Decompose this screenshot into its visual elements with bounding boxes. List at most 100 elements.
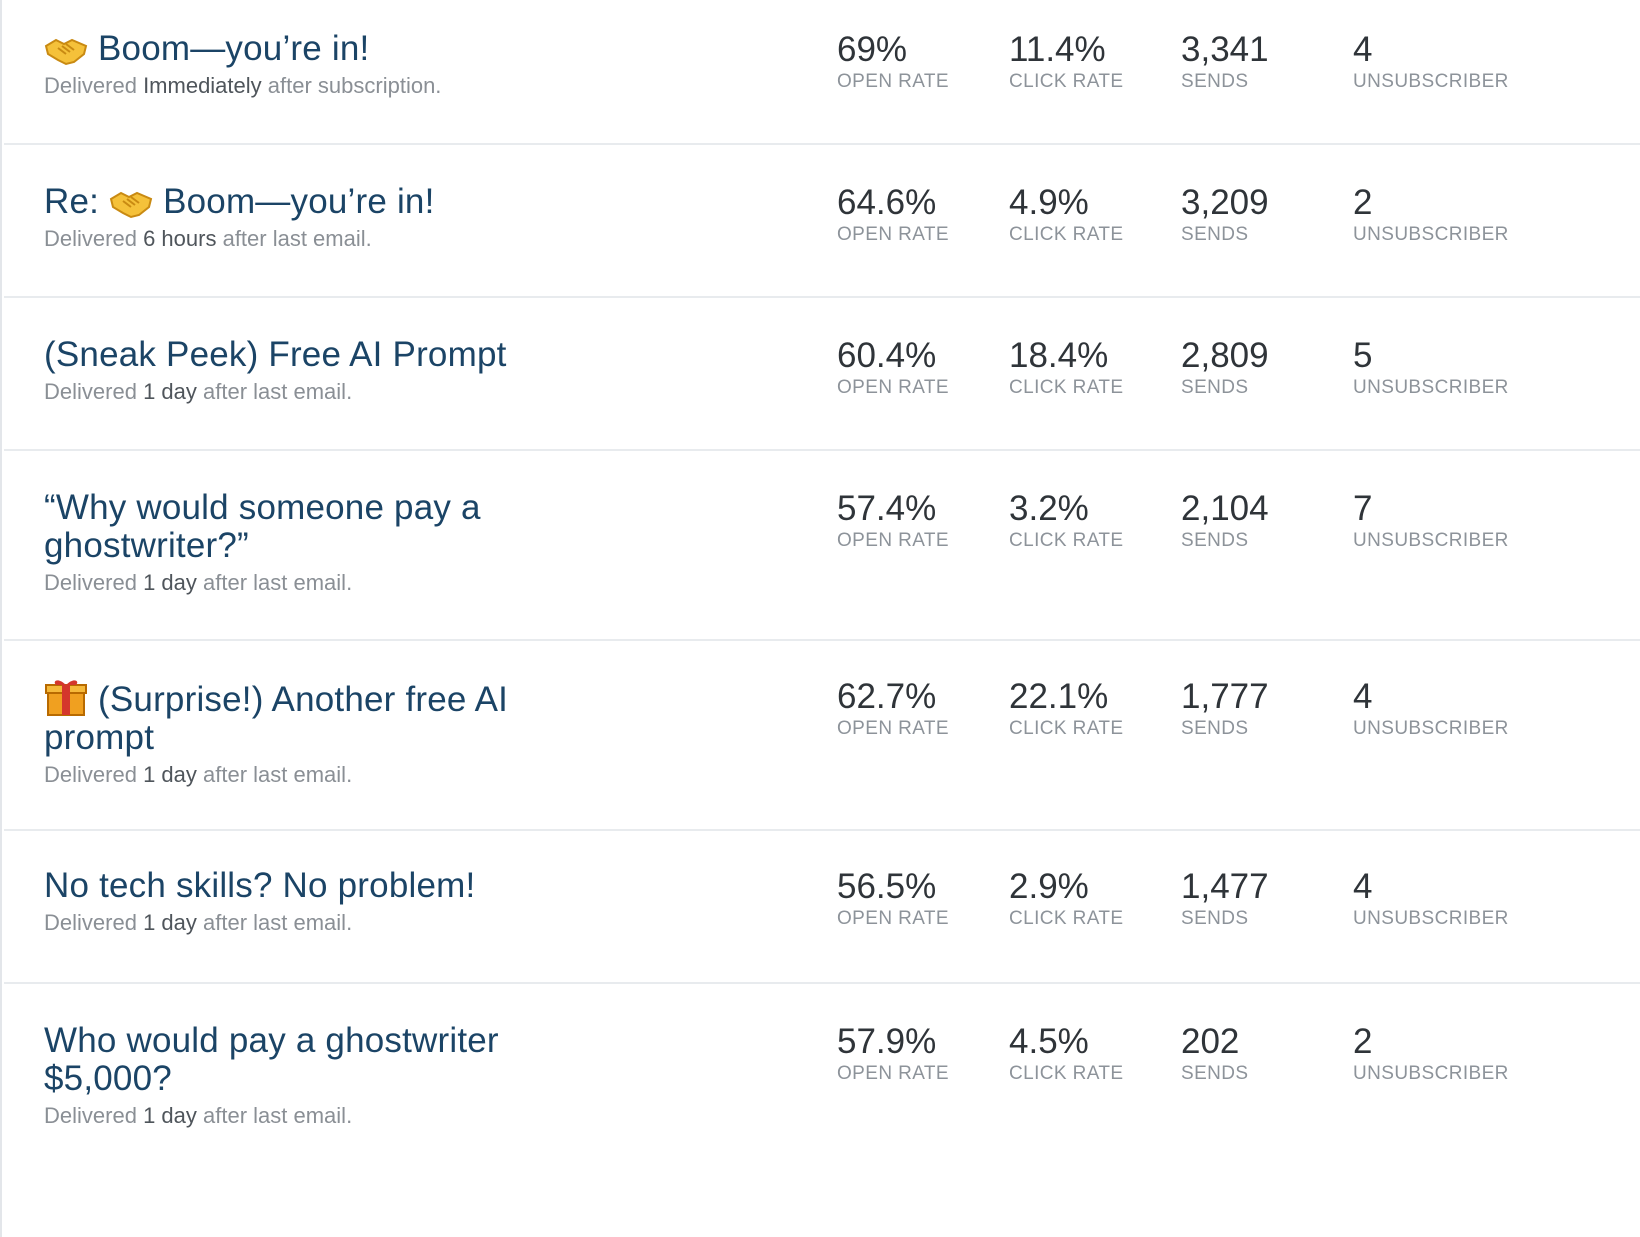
email-title[interactable]: Boom—you’re in!: [44, 30, 584, 68]
unsubscribers-label: UNSUBSCRIBERS: [1353, 71, 1508, 92]
open-rate-value: 64.6%: [837, 183, 937, 222]
sends-stat: 202 SENDS: [1181, 1022, 1331, 1086]
sends-stat: 2,104 SENDS: [1181, 489, 1331, 553]
click-rate-stat: 11.4% CLICK RATE: [1009, 30, 1159, 94]
unsubscribers-value: 2: [1353, 183, 1373, 222]
email-title[interactable]: (Surprise!) Another free AI prompt: [44, 677, 584, 757]
email-row[interactable]: (Surprise!) Another free AI prompt Deliv…: [4, 641, 1640, 831]
open-rate-value: 56.5%: [837, 867, 937, 906]
open-rate-stat: 56.5% OPEN RATE: [837, 867, 987, 931]
click-rate-label: CLICK RATE: [1009, 530, 1124, 551]
email-info: (Surprise!) Another free AI prompt Deliv…: [44, 677, 584, 789]
sends-value: 1,477: [1181, 867, 1269, 906]
delivery-schedule: Delivered Immediately after subscription…: [44, 73, 442, 98]
email-title[interactable]: “Why would someone pay a ghostwriter?”: [44, 488, 481, 565]
click-rate-label: CLICK RATE: [1009, 908, 1124, 929]
email-row[interactable]: No tech skills? No problem! Delivered 1 …: [4, 831, 1640, 984]
handshake-icon: [44, 36, 88, 66]
sends-label: SENDS: [1181, 718, 1249, 739]
open-rate-stat: 64.6% OPEN RATE: [837, 183, 987, 247]
open-rate-label: OPEN RATE: [837, 718, 949, 739]
open-rate-value: 69%: [837, 30, 908, 69]
delivery-schedule: Delivered 1 day after last email.: [44, 910, 353, 935]
delivery-schedule: Delivered 1 day after last email.: [44, 570, 353, 595]
email-title[interactable]: (Sneak Peek) Free AI Prompt: [44, 335, 507, 374]
click-rate-value: 4.5%: [1009, 1022, 1089, 1061]
click-rate-value: 2.9%: [1009, 867, 1089, 906]
sends-value: 3,341: [1181, 30, 1269, 69]
unsubscribers-label: UNSUBSCRIBERS: [1353, 224, 1508, 245]
open-rate-label: OPEN RATE: [837, 71, 949, 92]
unsubscribers-value: 4: [1353, 677, 1373, 716]
unsubscribers-stat: 2 UNSUBSCRIBERS: [1353, 183, 1508, 247]
open-rate-value: 60.4%: [837, 336, 937, 375]
open-rate-label: OPEN RATE: [837, 1063, 949, 1084]
sends-stat: 2,809 SENDS: [1181, 336, 1331, 400]
click-rate-label: CLICK RATE: [1009, 377, 1124, 398]
unsubscribers-label: UNSUBSCRIBERS: [1353, 530, 1508, 551]
click-rate-value: 18.4%: [1009, 336, 1109, 375]
sends-value: 1,777: [1181, 677, 1269, 716]
email-row[interactable]: Boom—you’re in! Delivered Immediately af…: [4, 0, 1640, 145]
click-rate-label: CLICK RATE: [1009, 1063, 1124, 1084]
sends-stat: 3,209 SENDS: [1181, 183, 1331, 247]
unsubscribers-label: UNSUBSCRIBERS: [1353, 1063, 1508, 1084]
unsubscribers-value: 7: [1353, 489, 1373, 528]
sends-label: SENDS: [1181, 377, 1249, 398]
email-row[interactable]: Re: Boom—you’re in! Delivered 6 hours af…: [4, 145, 1640, 298]
unsubscribers-label: UNSUBSCRIBERS: [1353, 718, 1508, 739]
click-rate-stat: 2.9% CLICK RATE: [1009, 867, 1159, 931]
click-rate-stat: 3.2% CLICK RATE: [1009, 489, 1159, 553]
click-rate-label: CLICK RATE: [1009, 718, 1124, 739]
email-info: “Why would someone pay a ghostwriter?” D…: [44, 489, 584, 597]
delivery-schedule: Delivered 1 day after last email.: [44, 762, 353, 787]
unsubscribers-stat: 4 UNSUBSCRIBERS: [1353, 677, 1508, 741]
unsubscribers-stat: 2 UNSUBSCRIBERS: [1353, 1022, 1508, 1086]
sends-label: SENDS: [1181, 71, 1249, 92]
email-info: Who would pay a ghostwriter $5,000? Deli…: [44, 1022, 584, 1130]
sends-stat: 3,341 SENDS: [1181, 30, 1331, 94]
unsubscribers-label: UNSUBSCRIBERS: [1353, 908, 1508, 929]
open-rate-stat: 60.4% OPEN RATE: [837, 336, 987, 400]
email-title[interactable]: Re: Boom—you’re in!: [44, 182, 435, 221]
sends-label: SENDS: [1181, 224, 1249, 245]
open-rate-stat: 62.7% OPEN RATE: [837, 677, 987, 741]
open-rate-value: 57.4%: [837, 489, 937, 528]
open-rate-label: OPEN RATE: [837, 224, 949, 245]
email-info: Re: Boom—you’re in! Delivered 6 hours af…: [44, 183, 584, 253]
unsubscribers-stat: 4 UNSUBSCRIBERS: [1353, 867, 1508, 931]
email-row[interactable]: “Why would someone pay a ghostwriter?” D…: [4, 451, 1640, 641]
unsubscribers-stat: 4 UNSUBSCRIBERS: [1353, 30, 1508, 94]
sends-label: SENDS: [1181, 1063, 1249, 1084]
delivery-schedule: Delivered 1 day after last email.: [44, 1103, 353, 1128]
delivery-schedule: Delivered 1 day after last email.: [44, 379, 353, 404]
sends-value: 2,104: [1181, 489, 1269, 528]
click-rate-value: 3.2%: [1009, 489, 1089, 528]
sends-value: 2,809: [1181, 336, 1269, 375]
email-title[interactable]: Who would pay a ghostwriter $5,000?: [44, 1021, 499, 1098]
click-rate-stat: 4.5% CLICK RATE: [1009, 1022, 1159, 1086]
open-rate-label: OPEN RATE: [837, 377, 949, 398]
sends-stat: 1,777 SENDS: [1181, 677, 1331, 741]
unsubscribers-value: 2: [1353, 1022, 1373, 1061]
sends-label: SENDS: [1181, 530, 1249, 551]
open-rate-label: OPEN RATE: [837, 530, 949, 551]
email-row[interactable]: Who would pay a ghostwriter $5,000? Deli…: [4, 984, 1640, 1237]
unsubscribers-stat: 5 UNSUBSCRIBERS: [1353, 336, 1508, 400]
sends-value: 202: [1181, 1022, 1240, 1061]
unsubscribers-value: 4: [1353, 867, 1373, 906]
unsubscribers-value: 4: [1353, 30, 1373, 69]
email-row[interactable]: (Sneak Peek) Free AI Prompt Delivered 1 …: [4, 298, 1640, 451]
email-title[interactable]: No tech skills? No problem!: [44, 866, 476, 905]
click-rate-value: 11.4%: [1009, 30, 1106, 69]
click-rate-stat: 4.9% CLICK RATE: [1009, 183, 1159, 247]
click-rate-stat: 18.4% CLICK RATE: [1009, 336, 1159, 400]
open-rate-label: OPEN RATE: [837, 908, 949, 929]
unsubscribers-stat: 7 UNSUBSCRIBERS: [1353, 489, 1508, 553]
handshake-icon: [109, 189, 153, 219]
click-rate-stat: 22.1% CLICK RATE: [1009, 677, 1159, 741]
unsubscribers-value: 5: [1353, 336, 1373, 375]
email-info: Boom—you’re in! Delivered Immediately af…: [44, 30, 584, 100]
open-rate-value: 57.9%: [837, 1022, 937, 1061]
click-rate-value: 4.9%: [1009, 183, 1089, 222]
